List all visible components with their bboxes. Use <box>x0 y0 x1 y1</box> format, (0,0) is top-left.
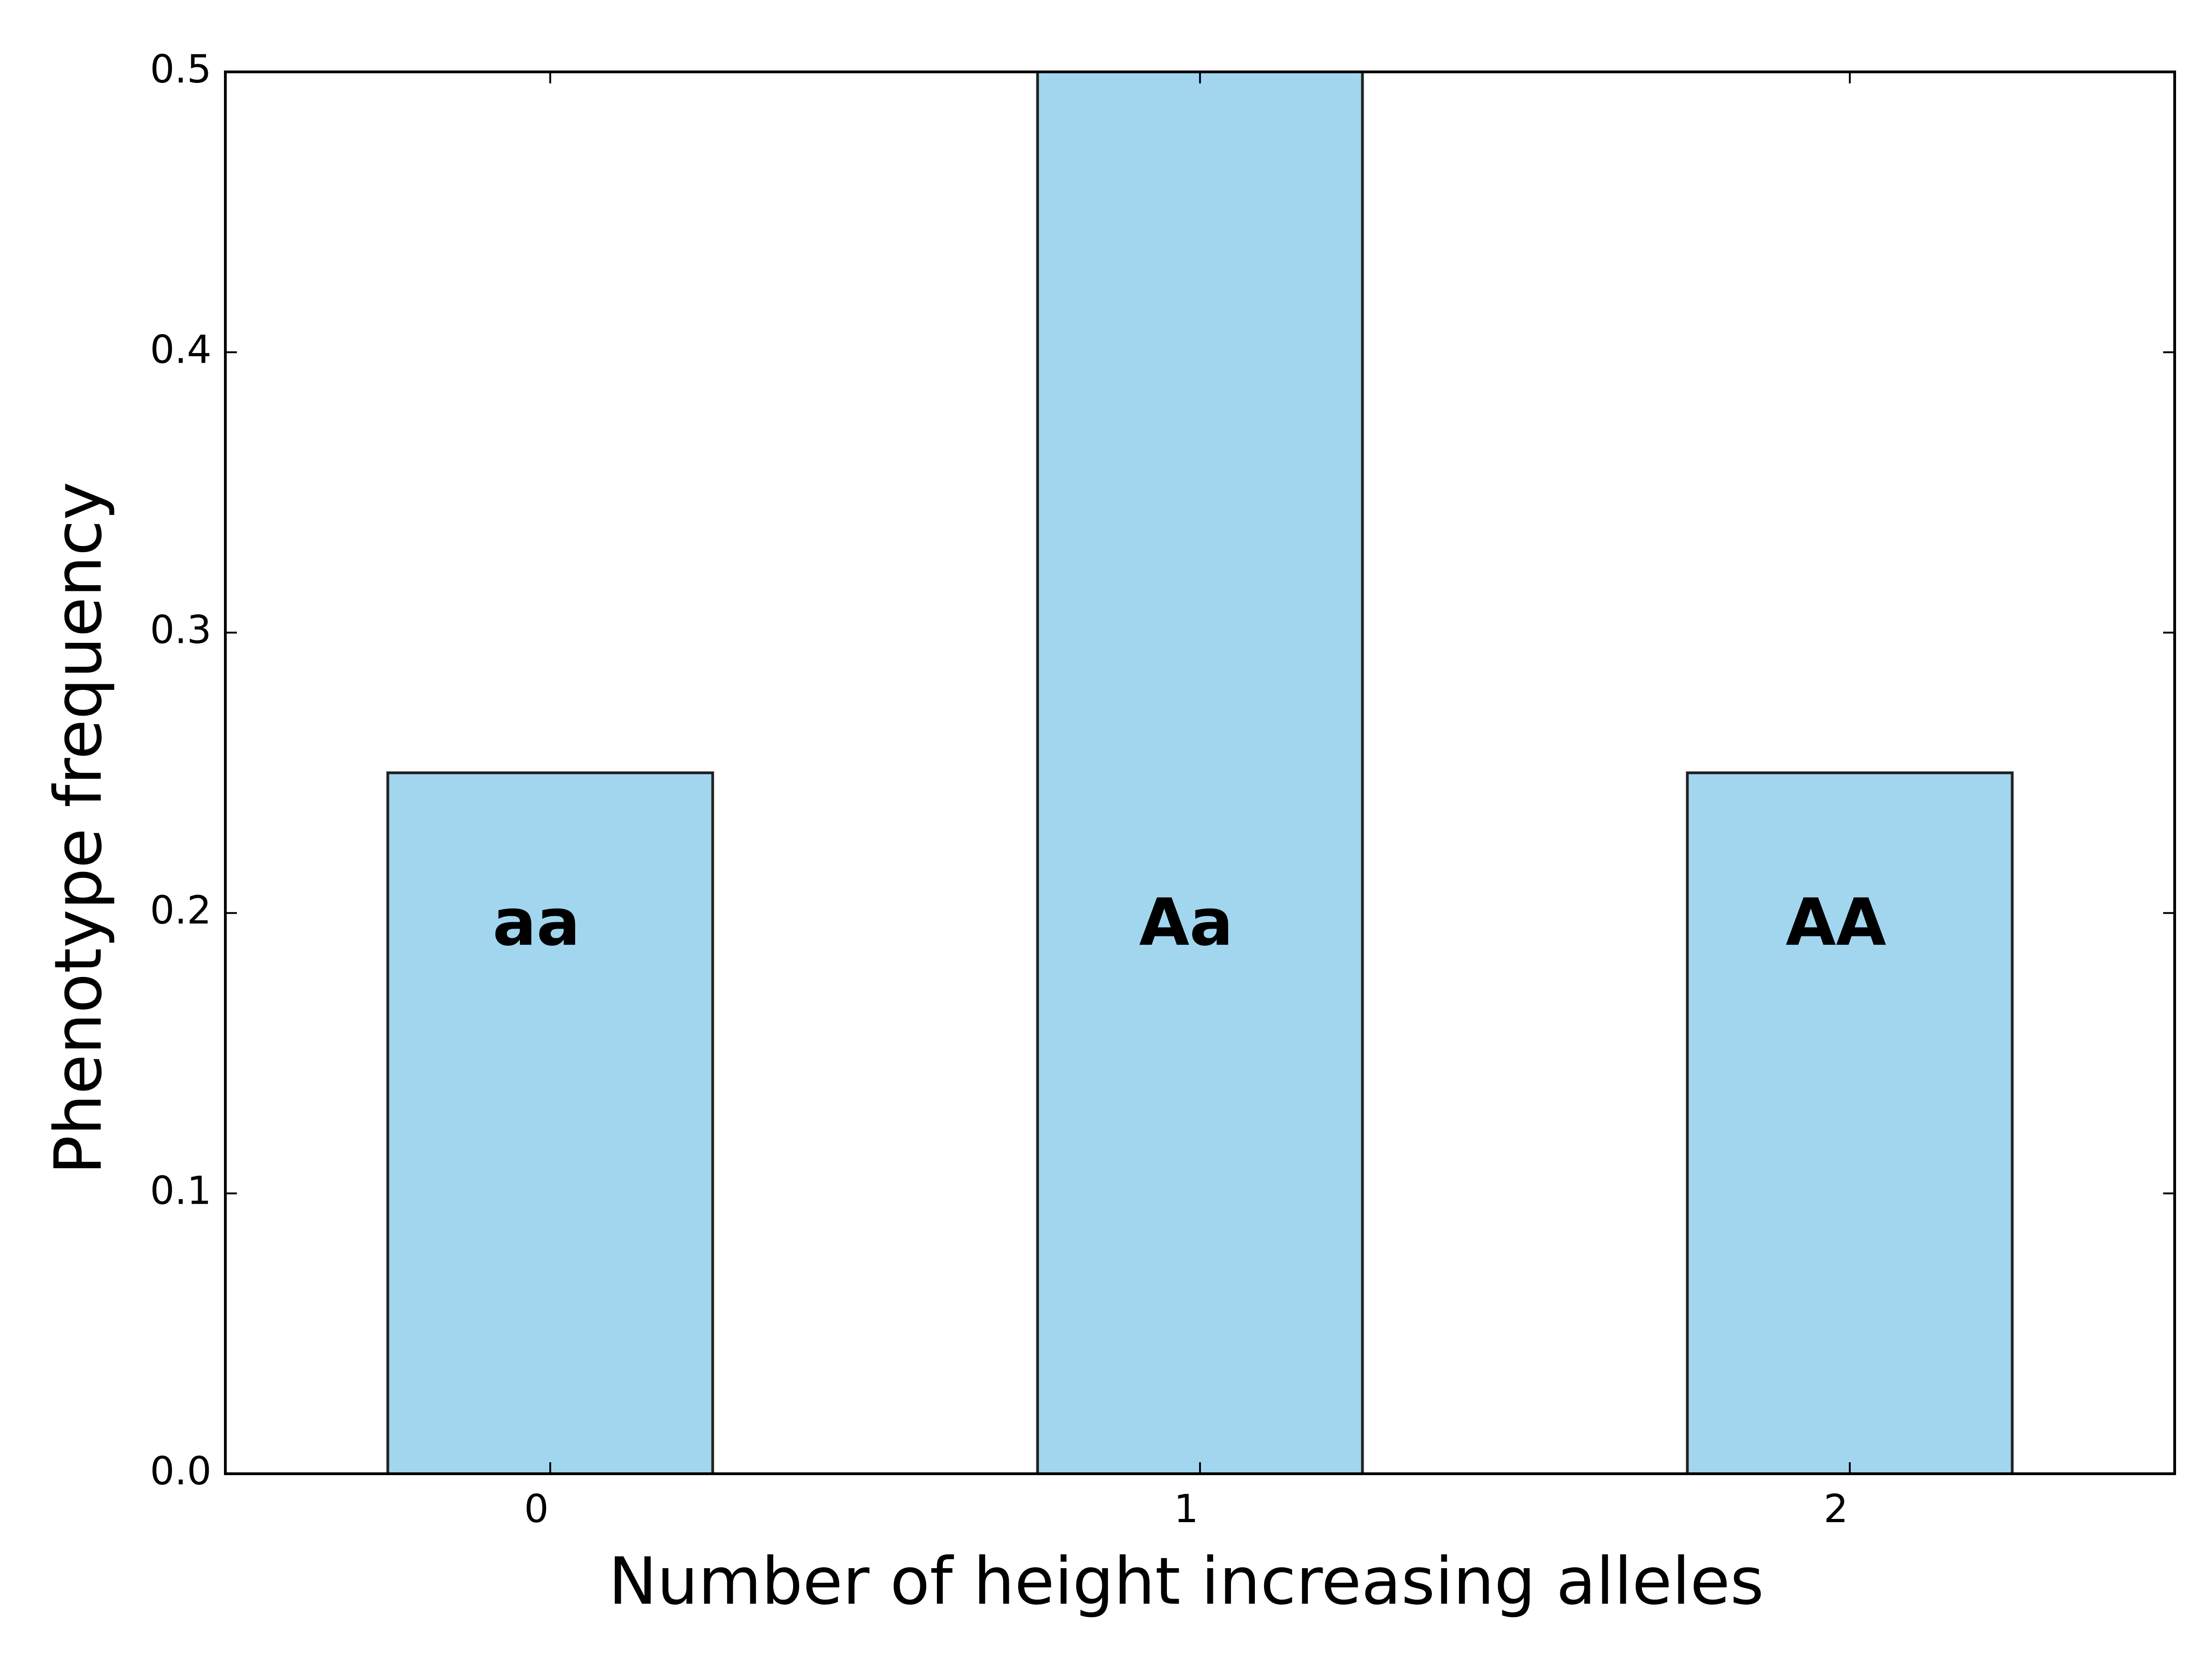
bar-aa-2 <box>1686 771 2014 1475</box>
y-axis-label: Phenotype frequency <box>41 482 117 1175</box>
bar-label-2: AA <box>1786 885 1886 960</box>
bar-label-1: Aa <box>1139 885 1233 960</box>
x-tick-label-2: 2 <box>1824 1486 1848 1531</box>
bar-labels-layer: aa Aa AA <box>493 885 1886 960</box>
bars-layer <box>386 71 2014 1475</box>
x-tick-label-1: 1 <box>1174 1486 1198 1531</box>
plot-frame <box>224 71 2176 1475</box>
y-tick-label-0: 0.0 <box>150 1448 212 1494</box>
ticks-layer: 0 1 2 0.0 0.1 0.2 0.3 0.4 0.5 <box>150 47 2175 1531</box>
x-axis-label: Number of height increasing alleles <box>608 1544 1764 1619</box>
y-tick-label-3: 0.3 <box>150 607 212 653</box>
y-tick-label-5: 0.5 <box>150 47 212 92</box>
y-tick-label-2: 0.2 <box>150 888 212 933</box>
y-tick-label-1: 0.1 <box>150 1168 212 1213</box>
bar-label-0: aa <box>493 885 580 960</box>
bar-aa-1 <box>1036 71 1364 1475</box>
bar-aa-0 <box>386 771 714 1475</box>
x-tick-label-0: 0 <box>524 1486 548 1531</box>
y-tick-label-4: 0.4 <box>150 327 212 372</box>
